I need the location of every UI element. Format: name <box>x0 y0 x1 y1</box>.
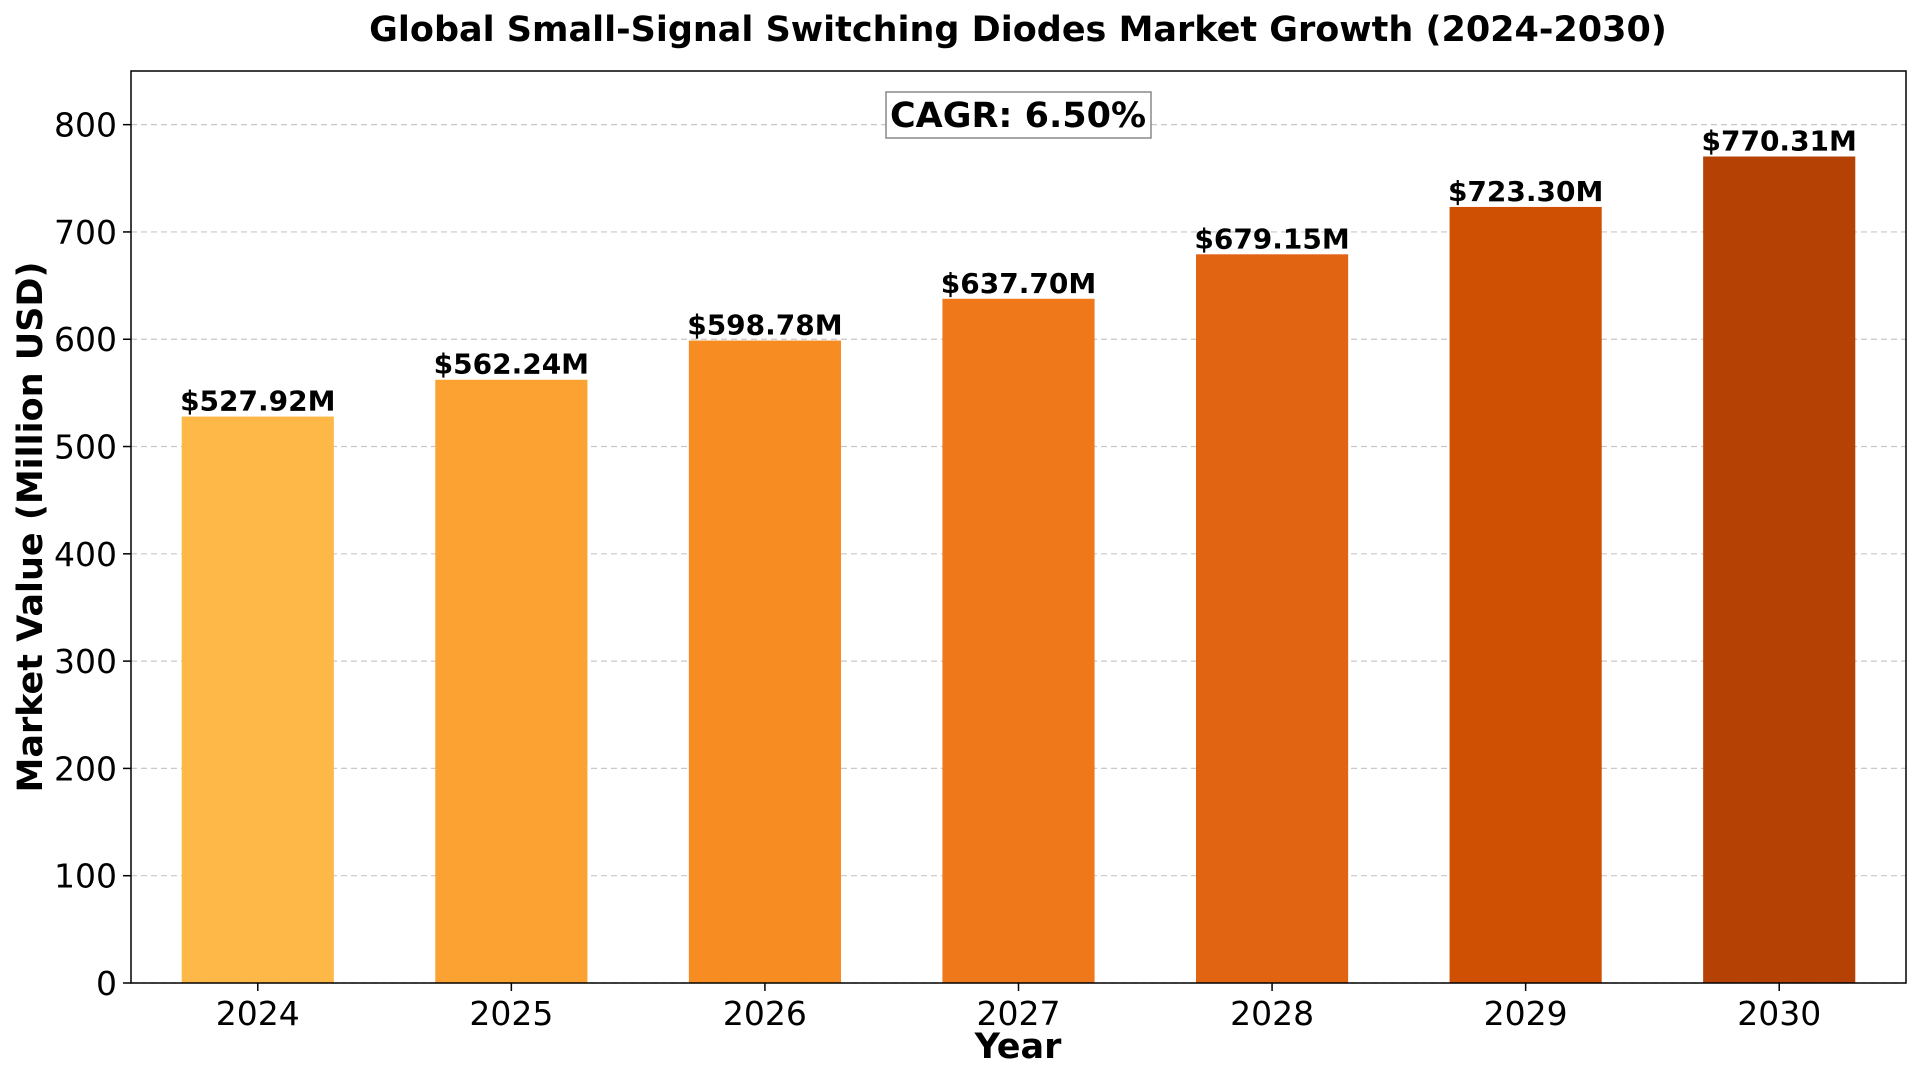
x-tick-label-2025: 2025 <box>469 994 553 1033</box>
x-axis: 2024 2025 2026 2027 2028 2029 2030 <box>216 983 1821 1033</box>
y-tick-label: 400 <box>54 535 117 574</box>
cagr-box-frame <box>885 91 1152 139</box>
bar-2024 <box>181 416 334 984</box>
data-labels: $527.92M $562.24M $598.78M $637.70M $679.15M… <box>180 125 1857 418</box>
data-label-2030: $770.31M <box>1702 125 1857 158</box>
data-label-2025: $562.24M <box>434 348 589 381</box>
y-tick-label: 700 <box>54 213 117 252</box>
y-tick-label: 200 <box>54 749 117 788</box>
x-tick-label-2029: 2029 <box>1484 994 1568 1033</box>
x-tick-label-2028: 2028 <box>1230 994 1314 1033</box>
y-tick-label: 300 <box>54 642 117 681</box>
bar-2029 <box>1449 206 1602 983</box>
x-tick-label-2027: 2027 <box>977 994 1061 1033</box>
data-label-2024: $527.92M <box>180 385 335 418</box>
data-label-2027: $637.70M <box>941 267 1096 300</box>
x-tick-label-2030: 2030 <box>1737 994 1821 1033</box>
y-tick-label: 600 <box>54 320 117 359</box>
y-tick-label: 100 <box>54 857 117 896</box>
y-tick-label: 0 <box>96 964 117 1003</box>
chart-title: Global Small-Signal Switching Diodes Mar… <box>369 10 1667 50</box>
data-label-2028: $679.15M <box>1194 222 1349 255</box>
bar-2028 <box>1196 254 1349 983</box>
x-axis-label: Year <box>974 1027 1062 1067</box>
x-tick-label-2026: 2026 <box>723 994 807 1033</box>
bars <box>181 156 1856 984</box>
bar-2026 <box>688 340 841 983</box>
cagr-label: CAGR: 6.50% <box>890 96 1146 136</box>
bar-2030 <box>1703 156 1856 983</box>
y-axis: 0 100 200 300 400 500 600 700 800 <box>54 106 131 1003</box>
x-tick-label-2024: 2024 <box>216 994 300 1033</box>
y-axis-label: Market Value (Million USD) <box>11 262 51 793</box>
plot-frame <box>130 70 1907 984</box>
y-tick-label: 500 <box>54 428 117 467</box>
bar-2027 <box>942 298 1095 983</box>
bar-2025 <box>435 379 588 984</box>
data-label-2026: $598.78M <box>687 309 842 342</box>
cagr-annotation: CAGR: 6.50% <box>885 91 1152 139</box>
y-tick-label: 800 <box>54 106 117 145</box>
data-label-2029: $723.30M <box>1448 175 1603 208</box>
